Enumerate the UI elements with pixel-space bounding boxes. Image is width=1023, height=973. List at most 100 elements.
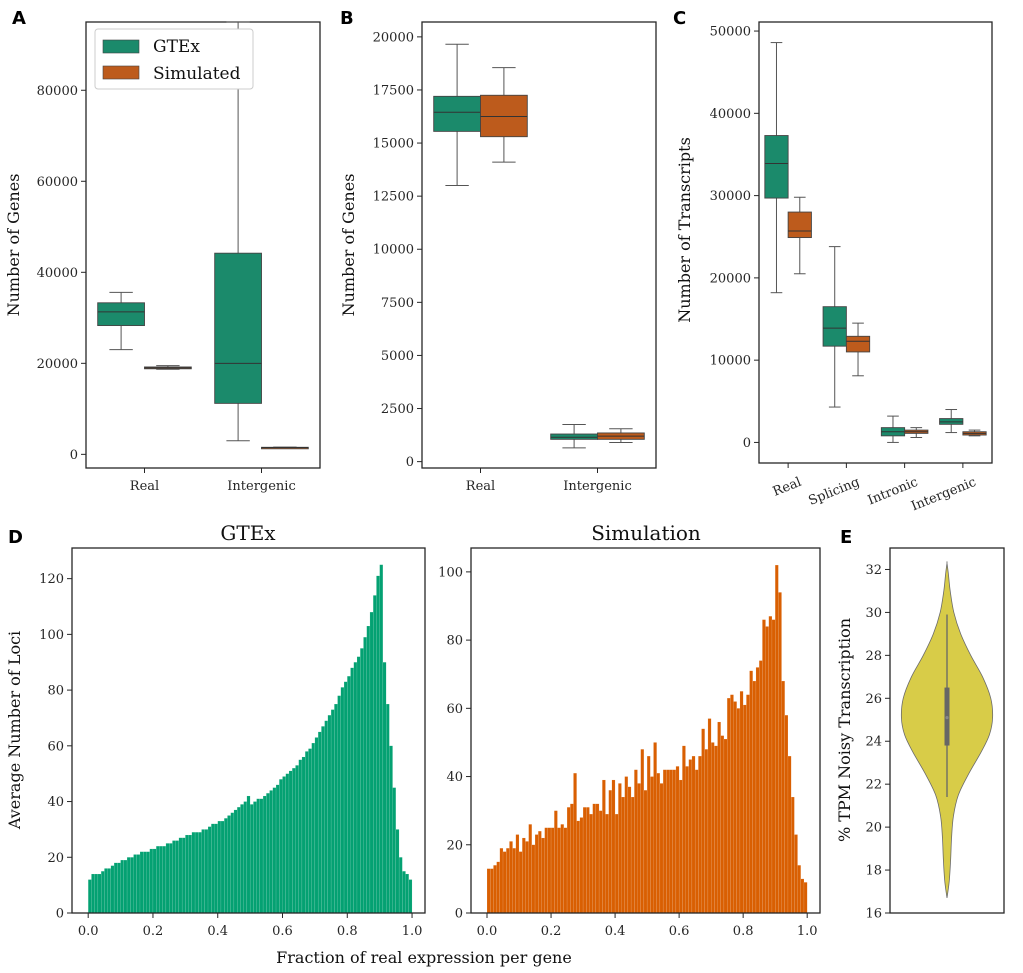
panel-d-simulation-bar (736, 708, 741, 914)
panel-d-simulation-bar (694, 769, 699, 914)
panel-c-ytick-label: 40000 (710, 107, 751, 122)
panel-d-simulation-bar (515, 834, 520, 914)
panel-d-simulation-bar (781, 680, 785, 914)
panel-d-gtex-ytick-label: 40 (47, 795, 64, 810)
panel-d-simulation-ytick-label: 60 (446, 702, 463, 717)
panel-d-gtex-bar (292, 767, 296, 914)
panel-e-ytick-label: 32 (865, 563, 882, 578)
panel-d-simulation-bar (560, 824, 565, 914)
legend-swatch-simulated (102, 65, 140, 80)
panel-d-gtex-xtick-label: 0.0 (78, 924, 99, 939)
panel-d-simulation-bar (518, 851, 523, 914)
panel-d-simulation-bar (787, 755, 792, 914)
panel-d-simulation-bar (701, 728, 705, 914)
panel-d-simulation-bar (791, 796, 795, 914)
panel-d-gtex-bar (330, 709, 335, 914)
panel-d-simulation-bar (589, 813, 593, 914)
panel-d-gtex-bar (298, 759, 303, 914)
panel-d-simulation-bar (608, 790, 613, 914)
panel-d-gtex-bar (139, 851, 144, 914)
panel-e-ytick-label: 26 (865, 692, 882, 707)
panel-c-ytick-label: 50000 (710, 25, 751, 40)
panel-d-gtex-bar (249, 804, 254, 914)
panel-a-xticks: Real Intergenic (130, 468, 296, 494)
panel-d-simulation-bar (707, 718, 712, 914)
panel-d-simulation-xtick-label: 0.6 (669, 924, 690, 939)
panel-c-yticks: 0 10000 20000 30000 40000 50000 (710, 25, 759, 451)
panel-a-frame (85, 21, 321, 469)
panel-d-gtex-bar (88, 879, 92, 914)
panel-d-gtex-bar (282, 776, 286, 914)
panel-b-ylabel: Number of Genes (339, 174, 358, 317)
panel-d-simulation-bar (544, 827, 548, 914)
panel-d-simulation-bar (749, 670, 753, 914)
panel-d-gtex-bar (253, 801, 257, 914)
panel-d-gtex-bar (353, 662, 358, 914)
panel-d-simulation-bar (490, 868, 494, 914)
panel-b-ytick-label: 15000 (373, 137, 414, 152)
panel-a-boxplot: 0 20000 40000 60000 80000 Real Intergenic Num… (4, 21, 321, 494)
panel-d-gtex-bar (269, 790, 273, 914)
panel-d-gtex-bar (107, 868, 112, 914)
panel-d-simulation-bar (726, 697, 731, 914)
legend: GTEx Simulated (94, 28, 254, 90)
panel-d-gtex-bar (363, 637, 367, 914)
panel-d-simulation-bar (800, 878, 805, 914)
panel-c-xtick-label: Real (771, 475, 804, 500)
panel-d-gtex-bar (162, 845, 167, 914)
panel-d-gtex-bar (136, 854, 141, 914)
panel-b-ytick-label: 20000 (373, 30, 414, 45)
panel-d-simulation-bar (592, 803, 597, 914)
panel-d-gtex-bar (169, 843, 173, 914)
panel-d-simulation-bar (496, 861, 500, 914)
panel-d-gtex-bar (266, 793, 270, 914)
panel-d-gtex-bar (188, 834, 192, 914)
panel-a-yticks: 0 20000 40000 60000 80000 (37, 84, 86, 463)
panel-letter-a: A (12, 8, 26, 29)
panel-letter-b: B (340, 8, 354, 29)
panel-d-gtex-bar (311, 742, 316, 914)
panel-d-gtex-xtick-label: 0.4 (207, 924, 228, 939)
panel-c-xtick-label: Intergenic (909, 475, 978, 515)
panel-e-ytick-label: 20 (865, 821, 882, 836)
panel-d-simulation-bar (778, 592, 782, 914)
panel-d-simulation-bar (659, 783, 664, 914)
panel-d-gtex-bar (373, 595, 377, 914)
panel-d-simulation-bar (691, 755, 696, 914)
panel-d-simulation-bar (688, 759, 693, 914)
panel-e-marks (889, 547, 1005, 914)
panel-d-gtex-xtick-label: 1.0 (402, 924, 423, 939)
panel-d-gtex-xtick-label: 0.2 (143, 924, 164, 939)
panel-d-simulation-bar (634, 769, 638, 914)
panel-d-simulation-bar (611, 779, 616, 914)
panel-d-simulation-bar (794, 834, 798, 914)
panel-d-simulation-ytick-label: 40 (446, 770, 463, 785)
panel-d-simulation-bar (710, 742, 715, 914)
panel-d-gtex-bar (149, 848, 154, 914)
panel-d-gtex-bar (272, 787, 277, 914)
panel-d-gtex-bar (256, 798, 260, 914)
panel-d-gtex-bar (207, 826, 212, 914)
panel-d-gtex-bar (224, 818, 228, 914)
panel-d-ylabel: Average Number of Loci (5, 631, 24, 830)
panel-d-gtex-bar (392, 787, 397, 914)
panel-d-simulation-bar (755, 667, 760, 914)
panel-d-gtex-ytick-label: 120 (39, 572, 64, 587)
panel-d-gtex-ytick-label: 20 (47, 851, 64, 866)
panel-d-gtex-bar (120, 859, 124, 914)
panel-d-gtex-bar (204, 829, 209, 914)
panel-d-gtex-bar (133, 854, 137, 914)
panel-d-gtex-bar (347, 676, 351, 914)
panel-d-gtex-bar (217, 820, 222, 914)
panel-e-ytick-label: 22 (865, 778, 882, 793)
panel-d-simulation-bar (685, 766, 689, 914)
panel-b-ytick-label: 7500 (381, 296, 414, 311)
panel-b-yticks: 0 2500 5000 7500 10000 12500 15000 17500 20000 (373, 30, 422, 470)
panel-b-box-gtex (433, 95, 481, 132)
panel-d-simulation-bar (586, 807, 590, 914)
panel-d-simulation-bars (470, 547, 821, 914)
panel-c-ytick-label: 30000 (710, 189, 751, 204)
